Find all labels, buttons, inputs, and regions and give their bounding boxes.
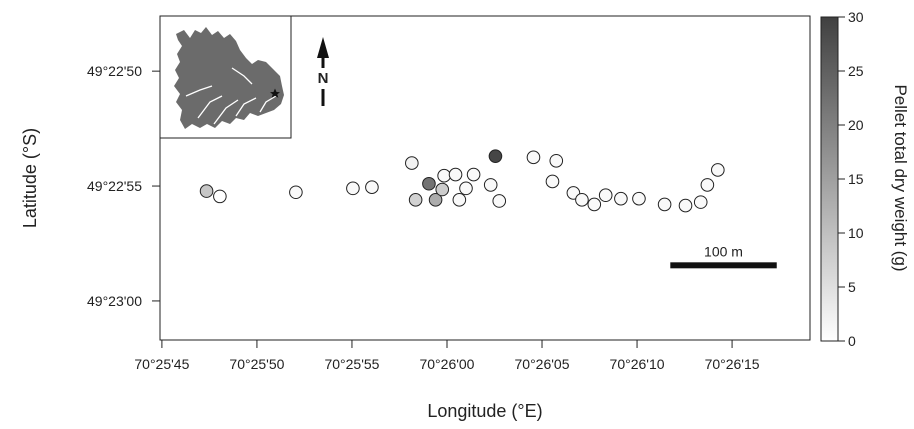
plot-frame [159,15,811,341]
data-point [422,176,436,191]
data-point [199,184,214,198]
data-point [492,194,507,208]
data-point [700,178,715,192]
y-tick-label: 49°22'50 [87,63,142,79]
data-points [199,149,725,213]
data-point [678,198,693,213]
data-point [483,178,498,192]
colorbar-title: Pellet total dry weight (g) [891,84,910,271]
scale-bar: 100 m [670,243,777,269]
colorbar-gradient [820,16,839,342]
data-point [435,182,450,197]
data-point [587,197,602,212]
colorbar-ticks: 0 5 10 15 20 25 30 [838,9,864,349]
scale-bar-label: 100 m [704,243,743,259]
north-arrow-icon [317,37,329,58]
x-tick-label: 70°25'45 [134,356,189,372]
data-point [614,191,628,206]
data-point [711,163,725,177]
data-point [632,191,646,206]
x-tick-label: 70°26'15 [705,356,760,372]
y-axis: 49°22'50 49°22'55 49°23'00 [87,63,160,309]
island-shape [174,27,284,129]
colorbar-tick-label: 10 [848,225,864,241]
data-point [405,156,419,170]
data-point [693,195,708,209]
y-axis-title: Latitude (°S) [20,128,40,228]
x-axis: 70°25'45 70°25'50 70°25'55 70°26'00 70°26'05… [134,340,760,372]
x-tick-label: 70°25'55 [324,356,379,372]
data-point [466,167,481,182]
colorbar-tick-label: 25 [848,63,864,79]
north-arrow: N [317,37,329,106]
data-point [448,167,463,182]
colorbar: 0 5 10 15 20 25 30 Pellet total dry weight (g) [820,9,910,349]
data-point [657,197,672,212]
data-point [428,193,443,207]
data-point [213,189,227,204]
data-point [459,181,473,196]
island-inlets [185,67,277,125]
data-point [545,174,560,189]
star-icon [270,88,280,98]
x-tick-label: 70°26'05 [515,356,570,372]
x-tick-label: 70°25'50 [229,356,284,372]
north-label: N [318,70,329,87]
data-point [598,188,613,203]
colorbar-tick-label: 30 [848,9,864,25]
colorbar-tick-label: 0 [848,333,856,349]
data-point [346,181,360,196]
data-point [526,150,541,165]
x-tick-label: 70°26'10 [610,356,665,372]
data-point [408,193,423,207]
data-point [289,185,303,200]
colorbar-tick-label: 15 [848,171,864,187]
colorbar-tick-label: 5 [848,279,856,295]
x-tick-label: 70°26'00 [419,356,474,372]
y-tick-label: 49°23'00 [87,293,142,309]
data-point [488,149,503,163]
y-tick-label: 49°22'55 [87,178,142,194]
data-point [549,153,564,168]
scale-bar-line [670,262,777,269]
data-point [437,168,451,183]
data-point [365,180,379,194]
colorbar-tick-label: 20 [848,117,864,133]
data-point [452,193,467,207]
x-axis-title: Longitude (°E) [427,401,542,421]
inset-map [159,15,292,139]
data-point [575,193,589,207]
